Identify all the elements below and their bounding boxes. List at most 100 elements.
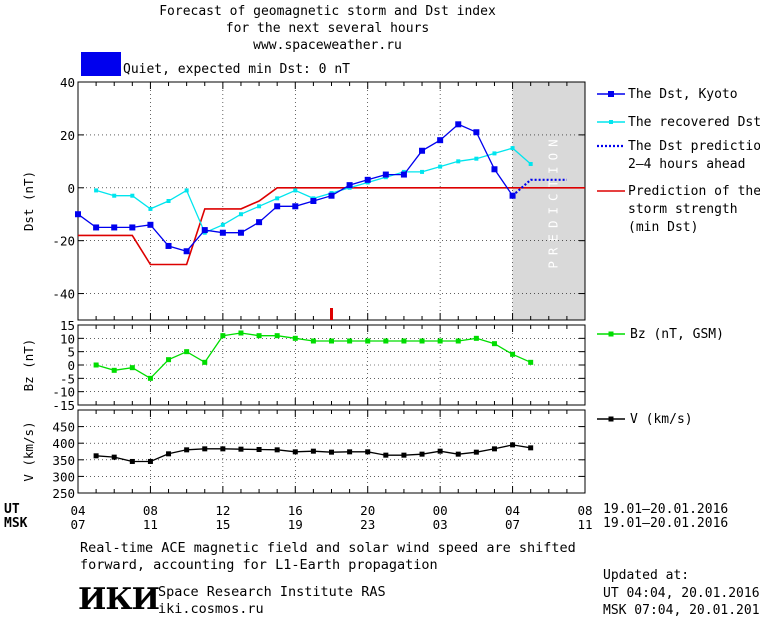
chart-subtitle: for the next several hours [225, 21, 430, 36]
ut-date-range: 19.01–20.01.2016 [603, 502, 729, 517]
legend-v-symbol-marker [608, 416, 614, 422]
bz-point [329, 338, 334, 344]
footer-note-2: forward, accounting for L1-Earth propaga… [80, 557, 438, 573]
bz-point [238, 330, 244, 336]
dst-kyoto-point [491, 166, 498, 173]
x-tick-label-msk: 03 [433, 517, 448, 532]
legend-dst-kyoto: The Dst, Kyoto [628, 87, 738, 102]
bz-point [310, 338, 316, 344]
legend-bz: Bz (nT, GSM) [630, 327, 724, 342]
recovered-dst-point [510, 146, 515, 151]
footer-note: Real-time ACE magnetic field and solar w… [80, 540, 576, 556]
plot-frame [77, 324, 586, 406]
ut-label: UT [4, 502, 20, 517]
x-tick-label-msk: 19 [288, 517, 303, 532]
dst-kyoto-point [75, 211, 81, 218]
dst-kyoto-point [364, 176, 371, 183]
institute-name: Space Research Institute RAS [158, 584, 386, 600]
y-tick-label: -15 [52, 398, 75, 413]
dst-kyoto-point [219, 229, 226, 236]
legend-recovered-symbol-marker [609, 120, 613, 124]
bz-point [383, 338, 389, 344]
x-tick-label-ut: 16 [288, 503, 303, 518]
v-point [147, 458, 153, 464]
dst-kyoto-point [165, 242, 172, 249]
bz-point [528, 359, 534, 365]
y-tick-label: -10 [52, 385, 75, 400]
x-tick-label-msk: 15 [215, 517, 230, 532]
bz-point [437, 338, 443, 344]
x-tick-label-ut: 20 [360, 503, 375, 518]
dst-prediction-line [511, 178, 567, 197]
v-point [292, 449, 298, 455]
dst-kyoto-point [509, 192, 516, 199]
prediction-region [512, 82, 585, 320]
v-point [383, 452, 389, 458]
y-tick-label: 250 [52, 486, 75, 501]
v-point [274, 447, 280, 453]
legend-storm-strength-2: storm strength [628, 202, 738, 217]
dst-kyoto-point [455, 121, 462, 128]
bz-point [202, 359, 208, 365]
v-point [528, 445, 534, 451]
v-point [347, 449, 353, 455]
v-point [93, 453, 99, 459]
bz-point [365, 338, 371, 344]
institute-site[interactable]: iki.cosmos.ru [158, 601, 264, 617]
site-url[interactable]: www.spaceweather.ru [253, 38, 402, 53]
recovered-dst-point [438, 164, 443, 169]
recovered-dst-point [184, 188, 189, 193]
bz-point [491, 341, 497, 347]
updated-msk: MSK 07:04, 20.01.2016 [603, 603, 760, 618]
bz-point [111, 367, 117, 373]
v-point [473, 449, 479, 455]
y-tick-label: 10 [60, 331, 75, 346]
y-axis-label: Dst (nT) [21, 171, 36, 231]
y-axis-label: V (km/s) [21, 421, 36, 481]
dst-kyoto-point [256, 219, 263, 226]
dst-kyoto-point [93, 224, 100, 231]
recovered-dst-point [94, 188, 99, 193]
x-tick-label-ut: 12 [215, 503, 230, 518]
bz-point [184, 349, 190, 355]
recovered-dst-point [257, 204, 262, 209]
recovered-dst-point [238, 212, 243, 217]
v-point [129, 458, 135, 464]
v-point [238, 446, 244, 452]
dst-kyoto-point [382, 171, 389, 178]
legend-bz-symbol-marker [608, 331, 614, 337]
v-point [256, 447, 262, 453]
v-point [329, 449, 334, 455]
dst-kyoto-point [111, 224, 118, 231]
dst-kyoto-point [437, 137, 444, 144]
x-tick-label-msk: 07 [70, 517, 85, 532]
recovered-dst-point [220, 222, 225, 227]
bz-point [401, 338, 407, 344]
v-point [491, 446, 497, 452]
dst-kyoto-point [328, 192, 335, 199]
dst-kyoto-point [473, 129, 480, 136]
status-color-swatch [81, 52, 121, 76]
recovered-dst-point [528, 161, 533, 166]
bz-point [256, 333, 262, 339]
dst-kyoto-point [201, 227, 208, 234]
dst-kyoto-point [237, 229, 244, 236]
updated-label: Updated at: [603, 568, 690, 583]
v-point [310, 448, 316, 454]
bz-point [347, 338, 353, 344]
y-tick-label: 450 [52, 420, 75, 435]
x-tick-label-ut: 00 [433, 503, 448, 518]
updated-ut: UT 04:04, 20.01.2016 [603, 586, 760, 601]
y-axis-label: Bz (nT) [21, 339, 36, 392]
y-tick-label: -5 [60, 371, 75, 386]
legend-storm-strength: Prediction of the [628, 184, 760, 199]
dst-kyoto-point [400, 171, 407, 178]
bz-point [274, 333, 280, 339]
legend-dst-recovered: The recovered Dst [628, 115, 760, 130]
x-tick-label-ut: 04 [505, 503, 520, 518]
legend-dst-kyoto-symbol-marker [608, 91, 614, 97]
msk-label: MSK [4, 516, 28, 531]
v-point [184, 447, 190, 453]
bz-point [510, 351, 516, 357]
